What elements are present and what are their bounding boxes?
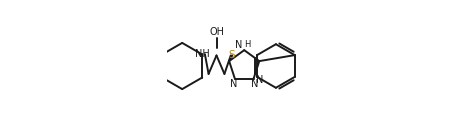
Text: NH: NH (195, 49, 209, 59)
Text: OH: OH (209, 27, 224, 37)
Text: S: S (228, 50, 235, 60)
Text: N: N (251, 79, 258, 89)
Text: N: N (256, 75, 263, 84)
Text: N: N (230, 79, 238, 89)
Text: H: H (244, 40, 250, 49)
Text: N: N (235, 40, 242, 50)
